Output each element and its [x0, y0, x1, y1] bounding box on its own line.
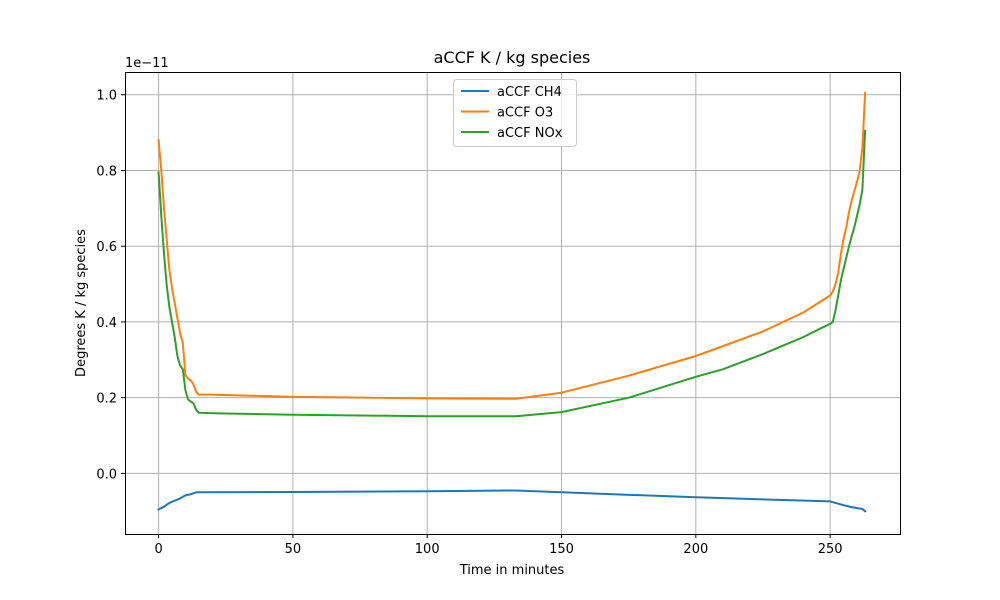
x-axis-label: Time in minutes: [459, 563, 565, 578]
x-tick-label: 50: [285, 542, 302, 557]
x-tick-label: 100: [415, 542, 440, 557]
legend: aCCF CH4 aCCF O3 aCCF NOx: [453, 79, 577, 147]
legend-box: [453, 79, 577, 147]
y-axis-ticks: 0.0 0.2 0.4 0.6 0.8 1.0: [96, 89, 125, 482]
x-tick-label: 150: [549, 542, 574, 557]
x-axis-ticks: 0 50 100 150 200 250: [154, 534, 843, 557]
y-axis-label: Degrees K / kg species: [74, 229, 89, 377]
y-tick-label: 0.0: [96, 467, 117, 482]
series-line-2: [157, 91, 867, 400]
plot-lines: [157, 91, 867, 513]
y-tick-label: 0.8: [96, 164, 117, 179]
legend-label: aCCF CH4: [497, 85, 562, 100]
y-tick-label: 0.4: [96, 316, 117, 331]
series-line-1: [157, 489, 867, 513]
y-axis-offset-text: 1e−11: [125, 56, 169, 71]
x-tick-label: 250: [818, 542, 843, 557]
plot-frame: [125, 72, 901, 535]
y-tick-label: 0.6: [96, 240, 117, 255]
series-line-3: [157, 129, 867, 418]
legend-label: aCCF NOx: [497, 126, 563, 141]
legend-label: aCCF O3: [497, 106, 553, 121]
y-tick-label: 1.0: [96, 89, 117, 104]
x-tick-label: 0: [154, 542, 162, 557]
y-tick-label: 0.2: [96, 392, 117, 407]
chart-title: aCCF K / kg species: [434, 48, 591, 67]
x-tick-label: 200: [683, 542, 708, 557]
grid: [125, 72, 900, 534]
